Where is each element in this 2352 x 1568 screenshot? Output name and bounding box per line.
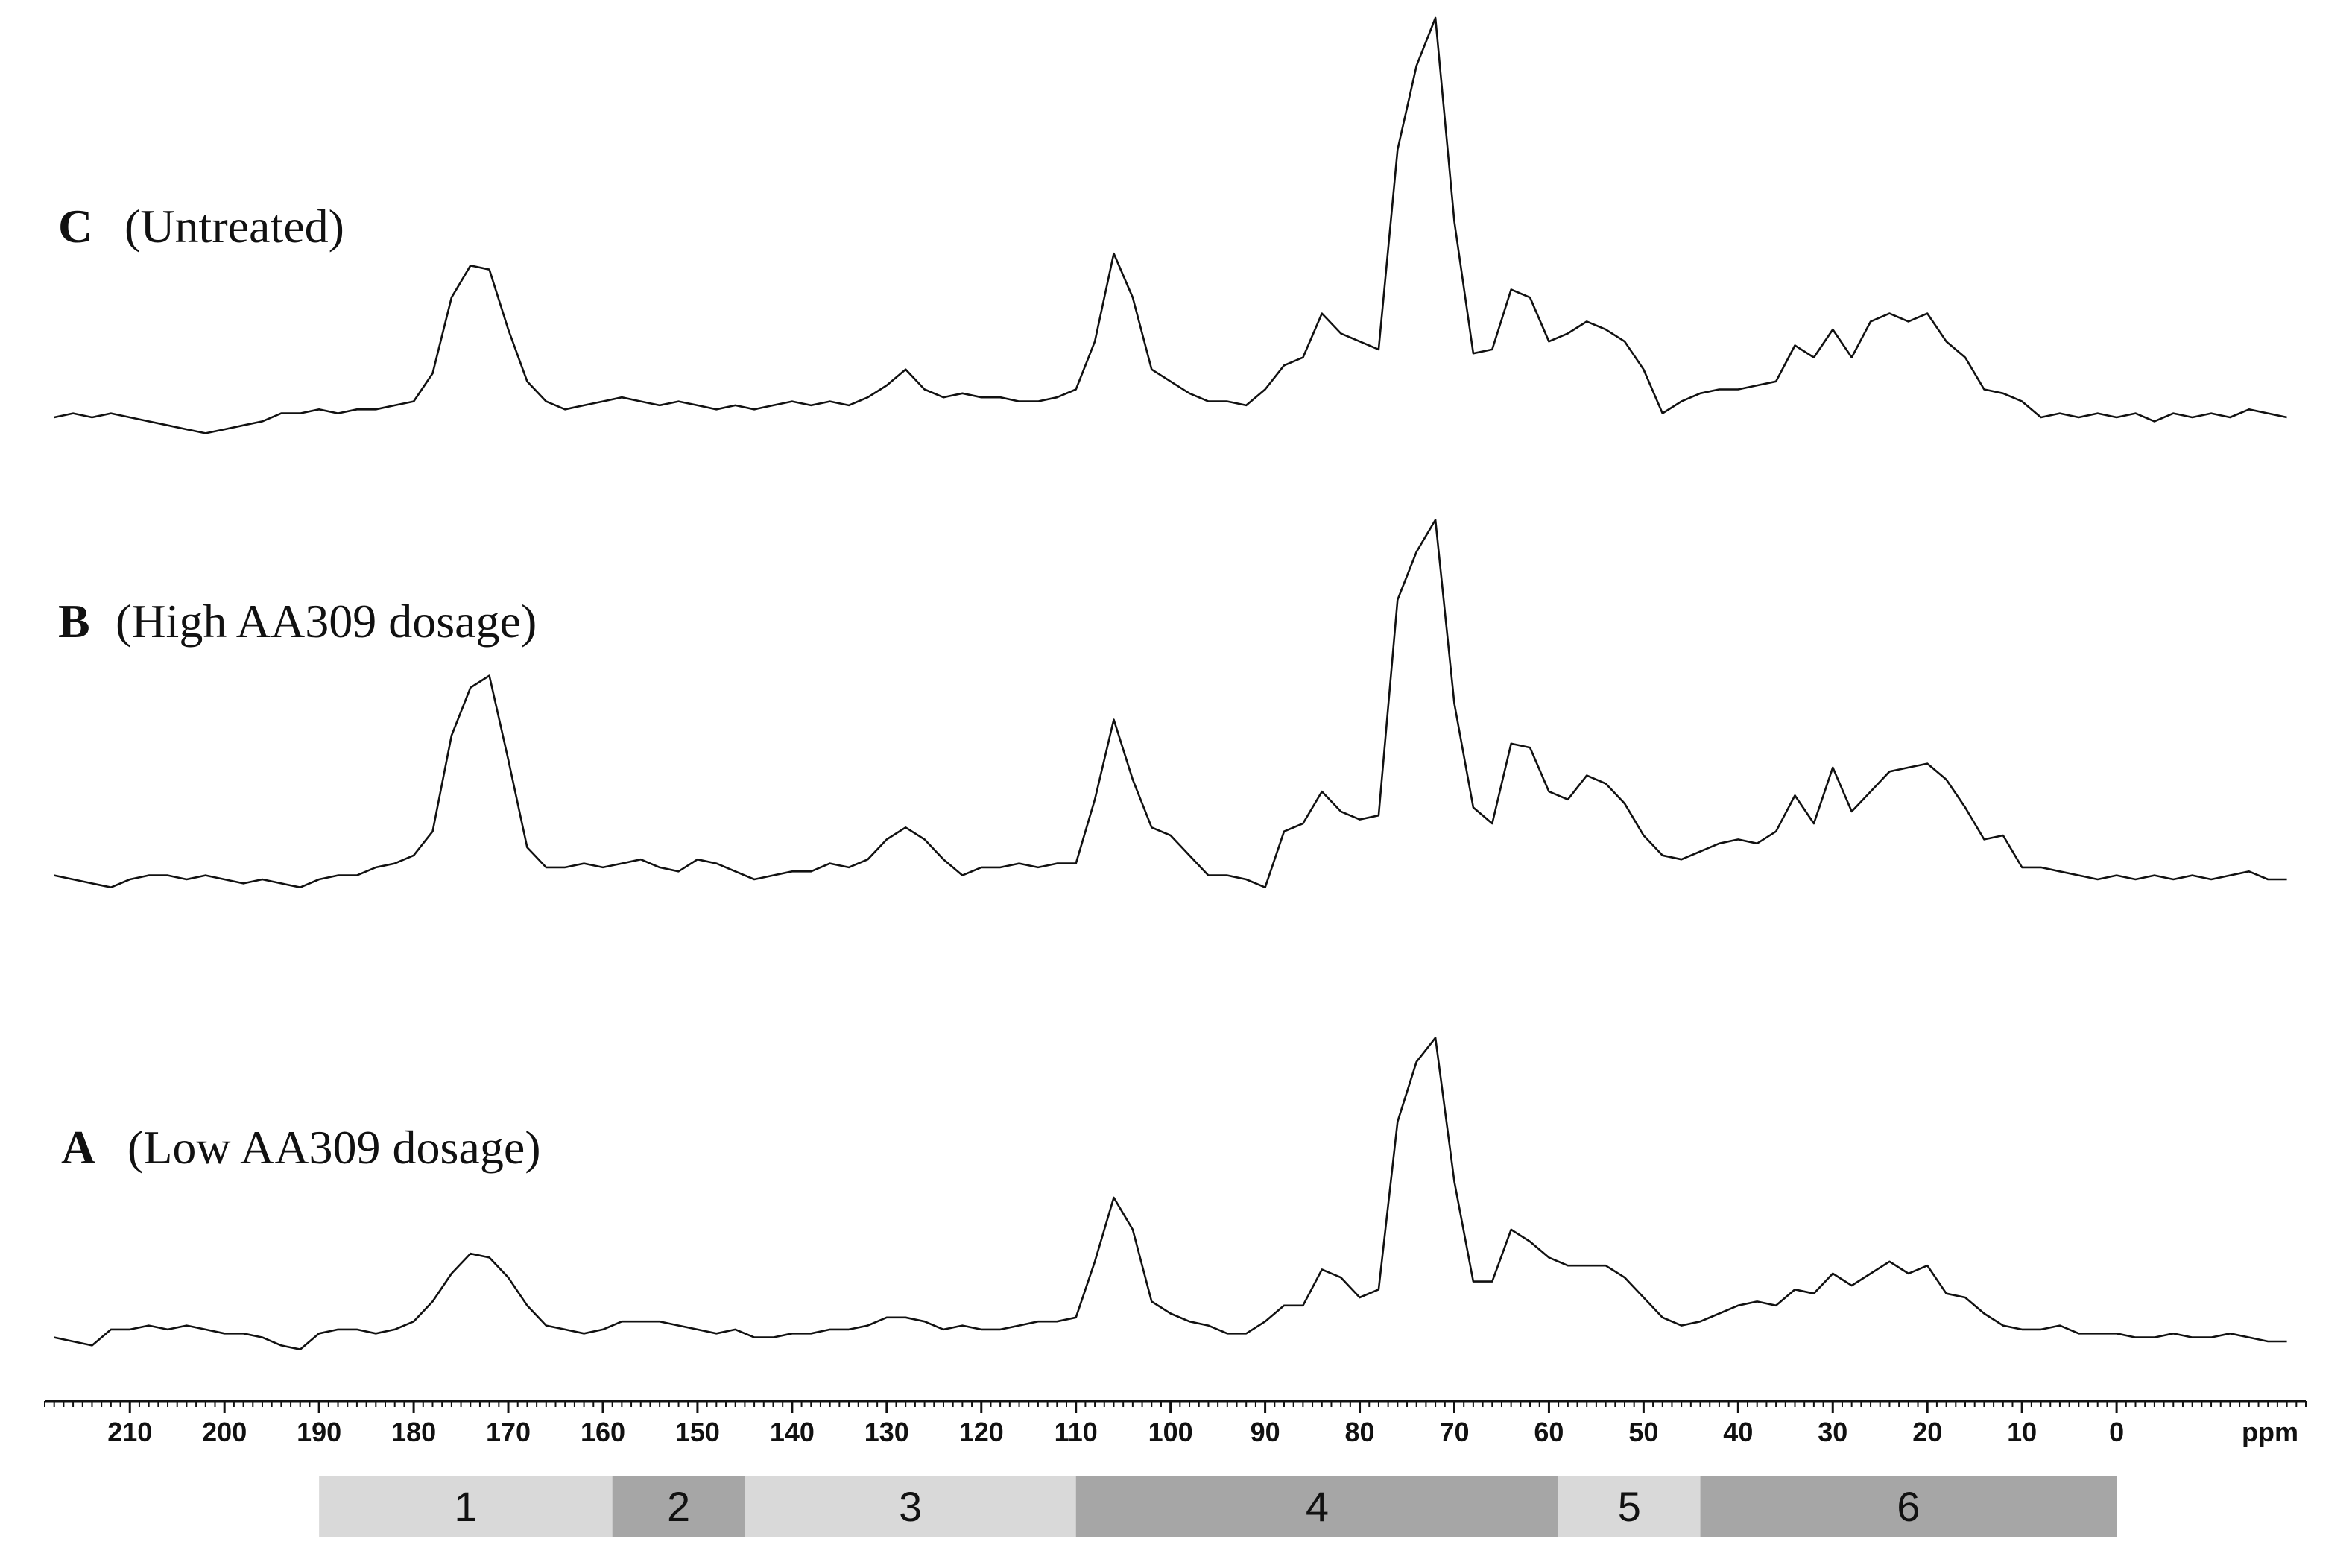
x-tick-label: 110	[1055, 1417, 1098, 1447]
region-label: 3	[899, 1483, 922, 1530]
x-tick-label: 60	[1534, 1417, 1564, 1447]
x-tick-label: 20	[1912, 1417, 1942, 1447]
x-tick-label: 170	[486, 1417, 531, 1447]
x-tick-label: 70	[1439, 1417, 1469, 1447]
x-tick-label: 190	[297, 1417, 341, 1447]
x-tick-label: 150	[675, 1417, 720, 1447]
x-tick-label: 180	[391, 1417, 436, 1447]
region-bar	[319, 1476, 613, 1537]
x-axis-label: ppm	[2242, 1417, 2298, 1447]
x-tick-label: 0	[2109, 1417, 2124, 1447]
spectrum-label: A (Low AA309 dosage)	[61, 1121, 541, 1174]
spectrum-line	[54, 519, 2287, 888]
region-bar	[1700, 1476, 2117, 1537]
spectrum-name: (Untreated)	[124, 200, 344, 253]
spectrum-name: (Low AA309 dosage)	[127, 1121, 541, 1174]
x-tick-label: 120	[959, 1417, 1004, 1447]
spectrum-letter: C	[58, 200, 92, 253]
x-tick-label: 50	[1628, 1417, 1658, 1447]
x-tick-label: 160	[581, 1417, 625, 1447]
x-tick-label: 140	[770, 1417, 815, 1447]
x-tick-label: 10	[2007, 1417, 2037, 1447]
spectrum-label: C (Untreated)	[58, 200, 344, 253]
region-label: 1	[454, 1483, 477, 1530]
spectrum-name: (High AA309 dosage)	[116, 595, 537, 648]
region-label: 5	[1618, 1483, 1641, 1530]
x-tick-label: 40	[1723, 1417, 1753, 1447]
x-tick-label: 30	[1818, 1417, 1847, 1447]
region-bar	[1075, 1476, 1559, 1537]
x-tick-label: 210	[107, 1417, 152, 1447]
region-label: 6	[1897, 1483, 1920, 1530]
spectrum-line	[54, 1037, 2287, 1350]
region-bar	[745, 1476, 1076, 1537]
region-label: 2	[667, 1483, 690, 1530]
x-tick-label: 100	[1148, 1417, 1193, 1447]
spectrum-letter: B	[58, 595, 90, 648]
spectrum-letter: A	[61, 1121, 95, 1174]
region-label: 4	[1306, 1483, 1329, 1530]
spectrum-line	[54, 16, 2287, 434]
spectrum-label: B (High AA309 dosage)	[58, 595, 537, 648]
x-tick-label: 90	[1251, 1417, 1280, 1447]
x-tick-label: 200	[202, 1417, 247, 1447]
x-tick-label: 80	[1345, 1417, 1375, 1447]
region-bar	[612, 1476, 745, 1537]
x-tick-label: 130	[864, 1417, 909, 1447]
region-bar	[1558, 1476, 1701, 1537]
